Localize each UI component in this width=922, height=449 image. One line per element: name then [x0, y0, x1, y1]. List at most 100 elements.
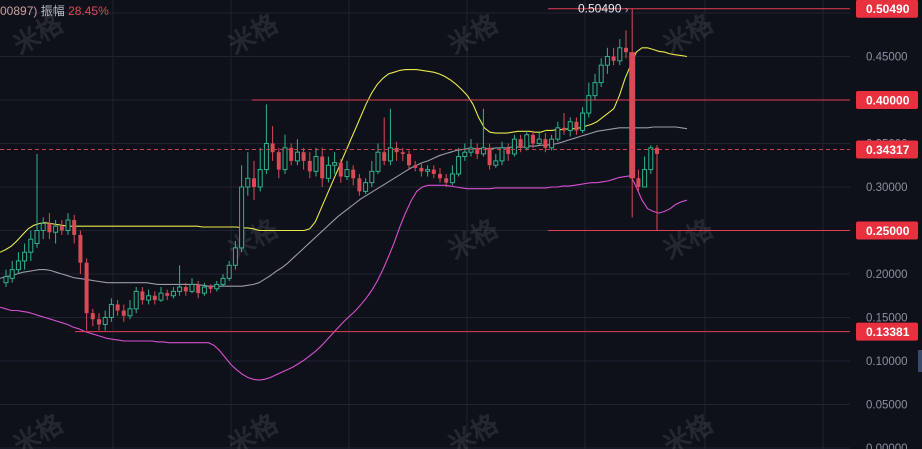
candle[interactable] [338, 159, 343, 183]
candle[interactable] [574, 117, 579, 135]
candle[interactable] [499, 141, 505, 166]
candle[interactable] [531, 130, 535, 148]
candle[interactable] [624, 30, 628, 59]
candle[interactable] [375, 143, 381, 174]
candle[interactable] [444, 173, 449, 187]
candle[interactable] [208, 284, 213, 294]
candle[interactable] [201, 282, 207, 296]
candle[interactable] [425, 165, 431, 177]
candle[interactable] [65, 213, 71, 235]
candle[interactable] [332, 152, 338, 174]
candle[interactable] [196, 280, 201, 299]
candle[interactable] [456, 147, 462, 177]
candle[interactable] [15, 252, 21, 274]
candle[interactable] [320, 147, 325, 187]
candle[interactable] [239, 165, 245, 253]
candle[interactable] [232, 240, 238, 270]
candle[interactable] [400, 147, 405, 161]
candle[interactable] [97, 313, 101, 331]
candle[interactable] [655, 145, 659, 231]
candle[interactable] [511, 134, 517, 157]
candle[interactable] [9, 260, 15, 283]
candle[interactable] [289, 143, 294, 166]
candle[interactable] [407, 150, 411, 170]
candle[interactable] [344, 160, 350, 181]
candle[interactable] [431, 165, 436, 179]
candle[interactable] [598, 58, 604, 87]
candle[interactable] [245, 152, 251, 196]
candle[interactable] [642, 156, 648, 188]
candle[interactable] [263, 104, 269, 174]
candle[interactable] [28, 230, 34, 261]
candle[interactable] [34, 153, 40, 248]
candle[interactable] [536, 133, 542, 146]
candle[interactable] [3, 269, 9, 288]
candle[interactable] [170, 287, 176, 299]
candle[interactable] [449, 165, 455, 186]
candle[interactable] [257, 147, 263, 192]
candle[interactable] [567, 117, 573, 137]
candle[interactable] [543, 133, 548, 153]
candle[interactable] [562, 113, 566, 135]
candle[interactable] [90, 308, 95, 327]
candle[interactable] [413, 160, 418, 172]
candle[interactable] [40, 217, 46, 240]
candle[interactable] [394, 141, 399, 161]
candle[interactable] [611, 47, 616, 66]
candle[interactable] [549, 134, 555, 151]
candle[interactable] [220, 274, 226, 288]
candle[interactable] [475, 143, 480, 160]
candle[interactable] [438, 167, 442, 183]
candle[interactable] [325, 156, 331, 183]
candle[interactable] [108, 298, 114, 322]
candle[interactable] [165, 289, 170, 301]
candle[interactable] [115, 300, 120, 316]
candle[interactable] [580, 106, 586, 134]
candle[interactable] [351, 165, 356, 186]
candle[interactable] [84, 258, 89, 331]
candle[interactable] [493, 153, 499, 168]
candle[interactable] [307, 152, 312, 179]
candle[interactable] [177, 265, 183, 296]
candle[interactable] [152, 291, 157, 305]
candle[interactable] [592, 73, 598, 100]
candle[interactable] [387, 108, 393, 166]
candle[interactable] [158, 287, 164, 302]
candle[interactable] [121, 304, 126, 322]
candle[interactable] [480, 108, 486, 157]
candle[interactable] [555, 121, 561, 142]
candle[interactable] [357, 173, 362, 196]
candle[interactable] [252, 160, 256, 201]
candle[interactable] [53, 220, 59, 244]
candle[interactable] [648, 145, 654, 174]
candle[interactable] [313, 147, 319, 177]
candle[interactable] [636, 169, 641, 192]
candle[interactable] [214, 280, 220, 292]
candle[interactable] [629, 8, 636, 218]
candle[interactable] [270, 126, 275, 161]
candle[interactable] [506, 143, 511, 161]
candle[interactable] [189, 278, 195, 294]
candles[interactable] [3, 8, 659, 331]
candle[interactable] [276, 147, 281, 179]
candle[interactable] [301, 147, 306, 170]
candle[interactable] [462, 143, 468, 161]
candle[interactable] [72, 214, 77, 244]
candle[interactable] [468, 139, 474, 157]
candle[interactable] [604, 47, 610, 74]
candle[interactable] [617, 39, 623, 66]
candle[interactable] [140, 287, 145, 305]
candle[interactable] [47, 213, 52, 240]
candle[interactable] [102, 310, 108, 331]
candle[interactable] [282, 134, 288, 174]
candle[interactable] [226, 260, 232, 281]
candle[interactable] [146, 289, 152, 305]
candle[interactable] [369, 160, 375, 187]
candle[interactable] [382, 117, 387, 166]
candle[interactable] [78, 230, 83, 275]
candle[interactable] [127, 300, 133, 320]
candle[interactable] [59, 220, 64, 235]
candle[interactable] [524, 130, 530, 151]
candle[interactable] [294, 139, 300, 166]
